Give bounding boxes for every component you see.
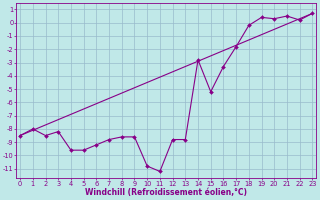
X-axis label: Windchill (Refroidissement éolien,°C): Windchill (Refroidissement éolien,°C): [85, 188, 247, 197]
